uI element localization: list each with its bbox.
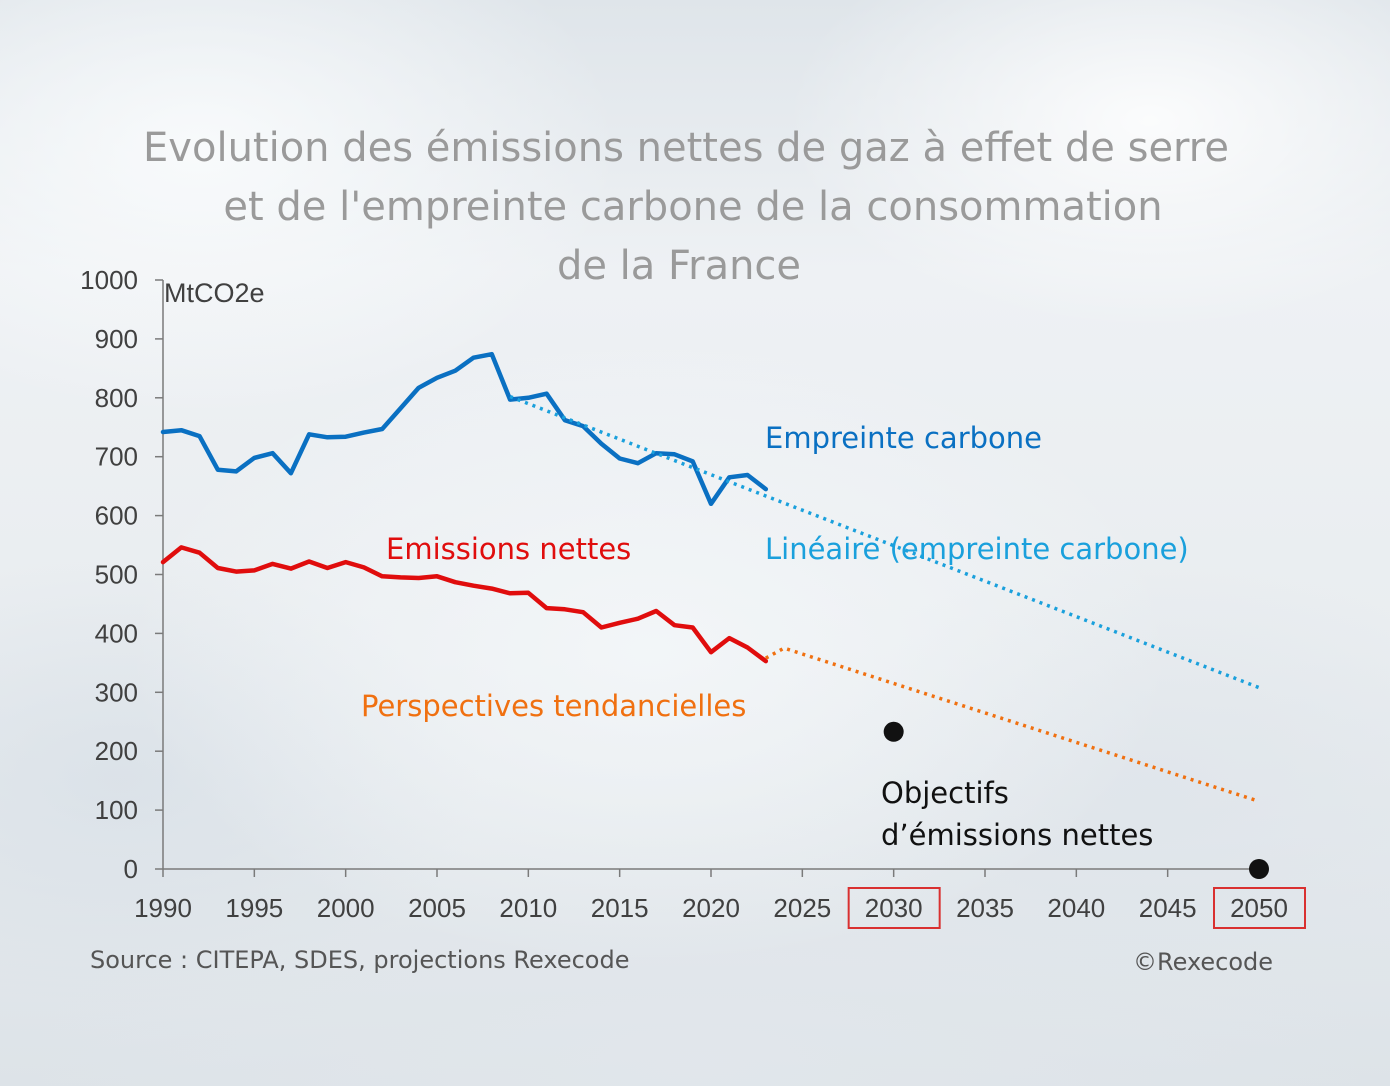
y-tick-label: 1000 (80, 265, 138, 295)
annotation-empreinte-carbone: Empreinte carbone (765, 421, 1042, 455)
source-note: Source : CITEPA, SDES, projections Rexec… (90, 946, 629, 974)
objectif-point (883, 721, 904, 742)
x-tick-label: 2045 (1139, 893, 1197, 923)
objectif-point (1249, 859, 1269, 879)
x-tick-label: 2015 (591, 893, 649, 923)
x-axis-tick-labels: 1990 1995 2000 2005 2010 2015 2020 2025 2030 2035… (134, 887, 1306, 929)
y-tick-label: 0 (124, 854, 138, 884)
annotations: Empreinte carbone Linéaire (empreinte ca… (361, 421, 1189, 852)
copyright: ©Rexecode (1133, 948, 1273, 976)
chart-title-line-1: Evolution des émissions nettes de gaz à … (143, 125, 1229, 171)
axes (155, 279, 1260, 877)
annotation-objectifs-line-1: Objectifs (881, 776, 1009, 810)
x-tick-label: 2010 (499, 893, 557, 923)
x-tick-highlight-box (847, 887, 941, 929)
y-tick-label: 700 (95, 442, 138, 472)
series-line-perspectives (764, 646, 1260, 803)
x-tick-label: 2000 (317, 893, 375, 923)
x-tick-label: 1995 (225, 893, 283, 923)
annotation-objectifs-line-2: d’émissions nettes (881, 818, 1153, 852)
y-tick-label: 600 (95, 501, 138, 531)
series-line-lineaire (509, 394, 1260, 690)
y-tick-label: 900 (95, 324, 138, 354)
y-axis-label: MtCO2e (164, 278, 265, 308)
y-axis-tick-labels: 0 100 200 300 400 500 600 700 800 900 1000 (80, 265, 138, 884)
x-tick-label: 2040 (1047, 893, 1105, 923)
chart-title: Evolution des émissions nettes de gaz à … (143, 125, 1229, 289)
y-tick-label: 200 (95, 736, 138, 766)
x-tick-label: 2025 (773, 893, 831, 923)
x-tick-label: 1990 (134, 893, 192, 923)
annotation-perspectives: Perspectives tendancielles (361, 689, 746, 723)
x-tick-label: 2050 (1230, 893, 1288, 923)
x-tick-label: 2020 (682, 893, 740, 923)
annotation-emissions-nettes: Emissions nettes (386, 532, 631, 566)
series-line-emissions (160, 545, 769, 664)
y-tick-label: 800 (95, 383, 138, 413)
y-tick-label: 500 (95, 560, 138, 590)
x-tick-label: 2035 (956, 893, 1014, 923)
series-group (160, 351, 1269, 879)
annotation-lineaire: Linéaire (empreinte carbone) (765, 532, 1189, 566)
x-tick-label: 2030 (865, 893, 923, 923)
y-tick-label: 300 (95, 677, 138, 707)
x-tick-label: 2005 (408, 893, 466, 923)
chart-title-line-3: de la France (557, 243, 801, 289)
chart-title-line-2: et de l'empreinte carbone de la consomma… (223, 184, 1162, 230)
x-tick-highlight-box (1213, 887, 1306, 929)
series-line-empreinte (160, 351, 769, 507)
y-tick-label: 100 (95, 795, 138, 825)
y-tick-label: 400 (95, 618, 138, 648)
